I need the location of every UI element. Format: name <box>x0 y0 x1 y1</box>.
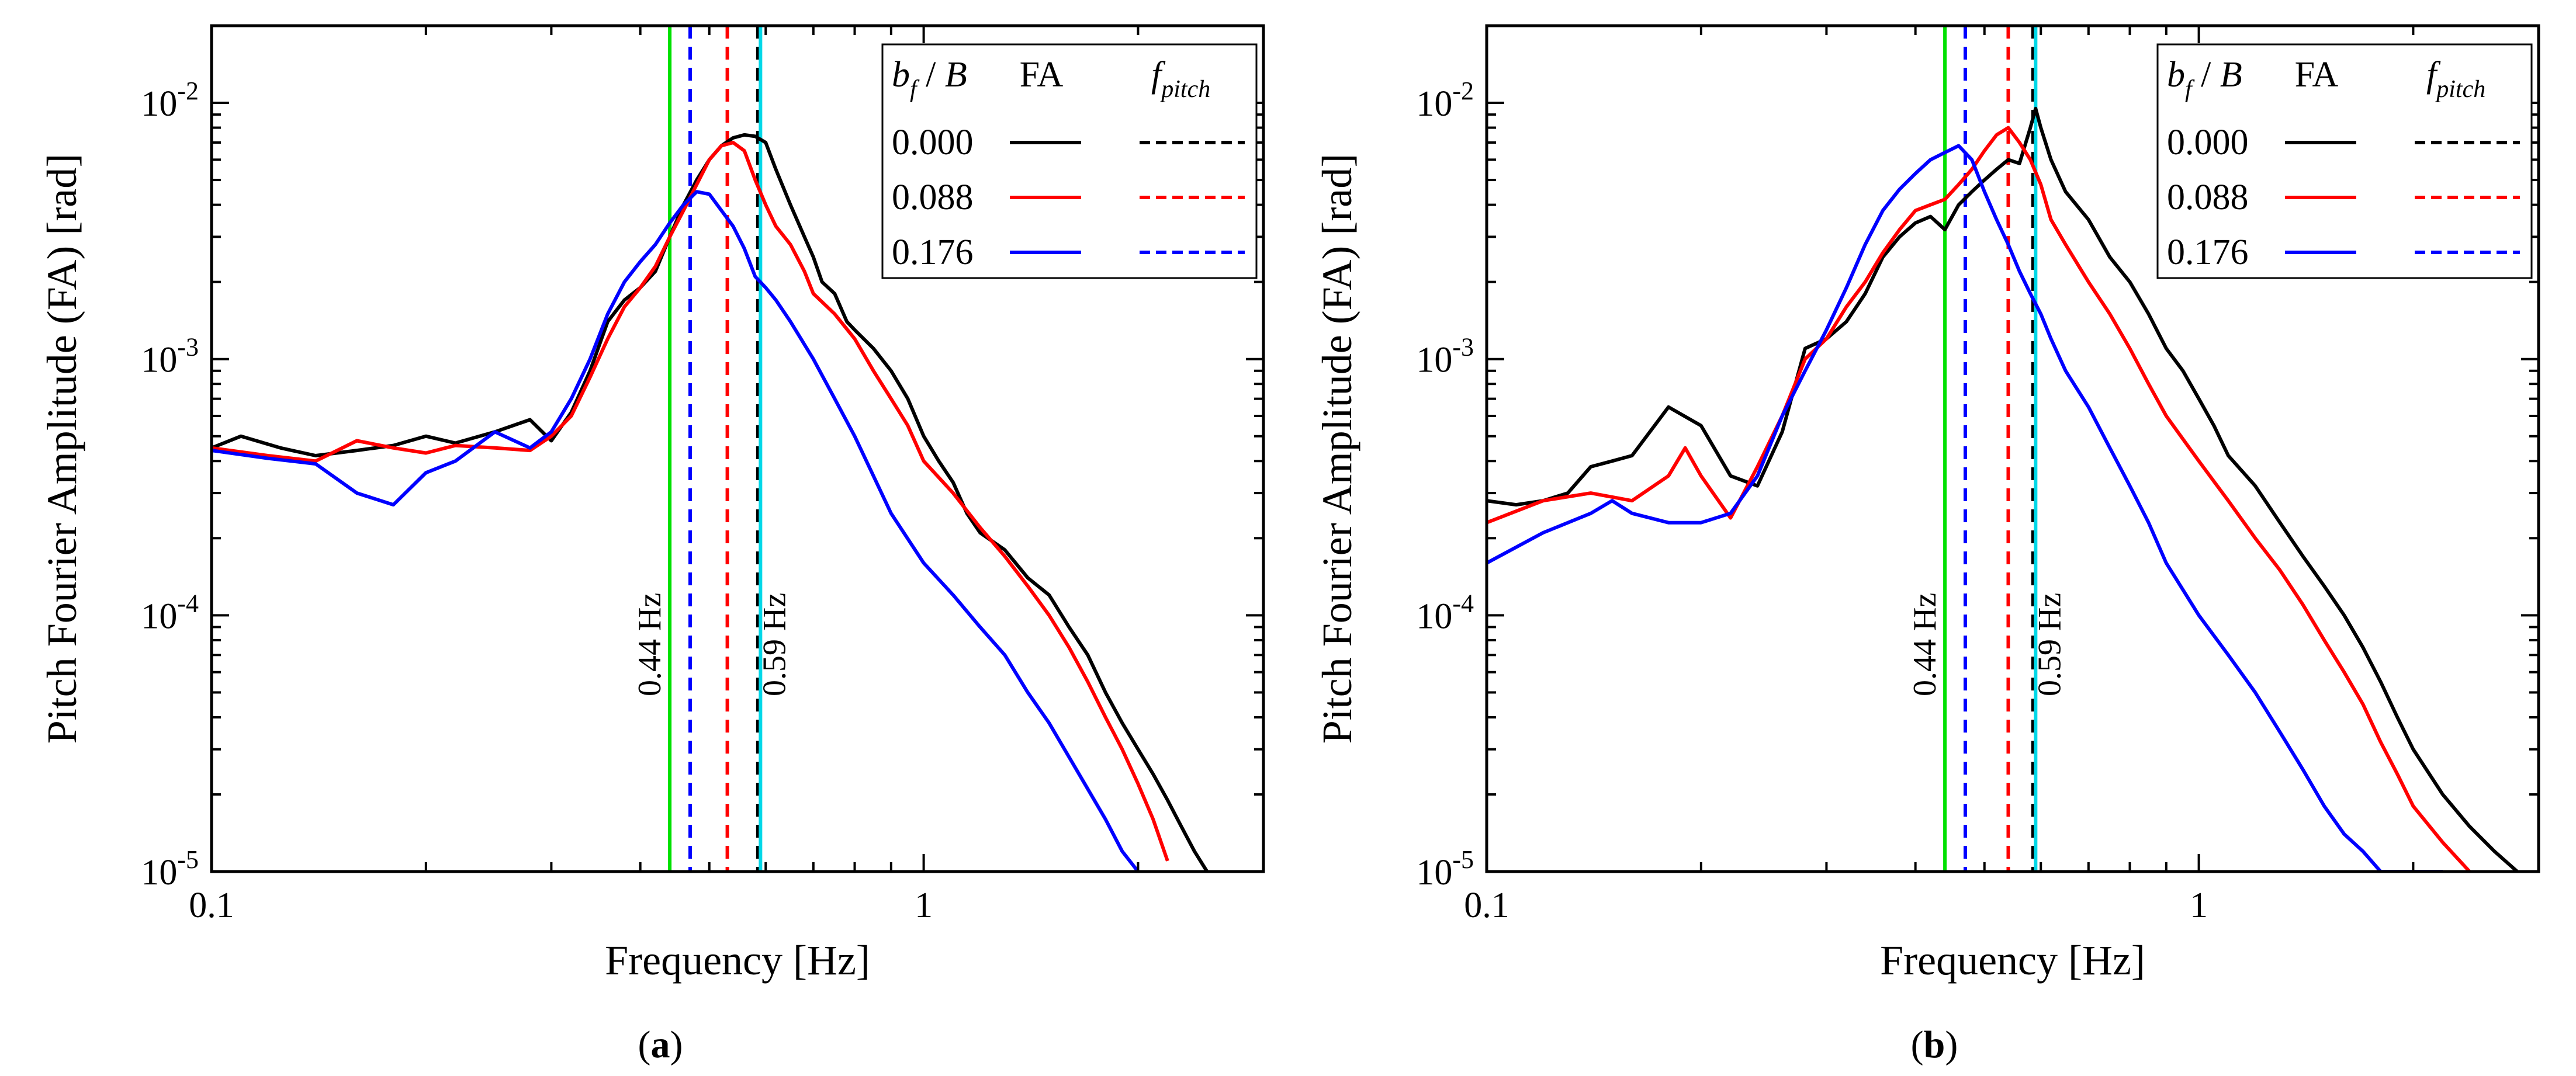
legend-box <box>881 43 1258 279</box>
axes-frame <box>1485 24 2540 873</box>
legend-header-ratio: bf / B <box>892 55 967 103</box>
vline-label: 0.59 Hz <box>2031 593 2068 696</box>
legend-entry-label: 0.088 <box>892 178 974 217</box>
vline-label: 0.44 Hz <box>1907 593 1943 696</box>
legend-entry-label: 0.000 <box>2167 123 2249 162</box>
legend-entry-label: 0.088 <box>2167 178 2249 217</box>
x-tick-label: 0.1 <box>1464 886 1509 925</box>
panel-caption: (b) <box>1911 1023 1958 1066</box>
y-tick-label: 10-5 <box>1416 845 1474 893</box>
legend-box <box>2156 43 2533 279</box>
axes-frame <box>210 24 1265 873</box>
series-group <box>1487 106 2519 872</box>
y-tick-label: 10-5 <box>141 845 199 893</box>
series-line-0.176 <box>212 190 1140 872</box>
y-tick-label: 10-3 <box>141 333 199 380</box>
x-axis-label: Frequency [Hz] <box>1880 937 2145 984</box>
series-group <box>212 133 1209 872</box>
x-axis-label: Frequency [Hz] <box>605 937 870 984</box>
legend-entry-label: 0.176 <box>892 232 974 272</box>
y-tick-label: 10-2 <box>1416 77 1474 124</box>
chart-panel-b: 0.44 Hz 0.59 Hz 0.1 1 10-5 10-4 10-3 10-2 Freque… <box>1314 24 2540 1066</box>
legend-header-fpitch: fpitch <box>2426 55 2485 103</box>
series-line-0.176 <box>1487 144 2443 872</box>
vline-label: 0.44 Hz <box>632 593 668 696</box>
series-line-0.000 <box>1487 106 2519 872</box>
y-tick-label: 10-2 <box>141 77 199 124</box>
chart-panel-a: 0.44 Hz 0.59 Hz 0.1 1 10-5 10-4 10-3 10-2 Freque… <box>39 24 1265 1066</box>
legend-header-fa: FA <box>2295 55 2339 95</box>
series-line-0.088 <box>1487 126 2471 872</box>
y-tick-label: 10-4 <box>141 589 199 636</box>
legend-header-fa: FA <box>1020 55 1064 95</box>
y-axis-label: Pitch Fourier Amplitude (FA) [rad] <box>39 154 85 744</box>
legend-entry-label: 0.000 <box>892 123 974 162</box>
series-line-0.088 <box>212 141 1169 862</box>
series-line-0.000 <box>212 133 1209 872</box>
y-tick-label: 10-3 <box>1416 333 1474 380</box>
y-axis-label: Pitch Fourier Amplitude (FA) [rad] <box>1314 154 1360 744</box>
x-tick-label: 1 <box>2190 886 2208 925</box>
vline-label: 0.59 Hz <box>756 593 792 696</box>
legend-entry-label: 0.176 <box>2167 232 2249 272</box>
y-tick-label: 10-4 <box>1416 589 1474 636</box>
x-tick-label: 0.1 <box>189 886 234 925</box>
panel-caption: (a) <box>638 1023 683 1066</box>
x-tick-label: 1 <box>915 886 933 925</box>
